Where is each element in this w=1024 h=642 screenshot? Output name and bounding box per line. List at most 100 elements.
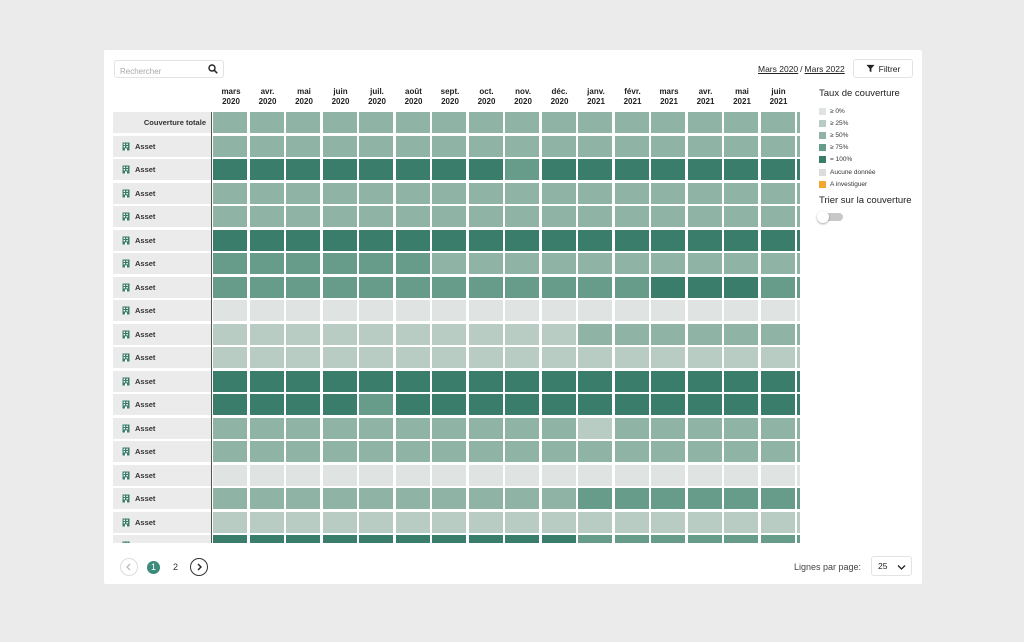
asset-label[interactable]: Asset — [113, 300, 211, 321]
coverage-cell[interactable] — [249, 394, 284, 415]
coverage-cell[interactable] — [468, 206, 503, 227]
coverage-cell[interactable] — [322, 206, 357, 227]
coverage-cell[interactable] — [541, 535, 576, 543]
coverage-cell[interactable] — [432, 206, 466, 227]
next-page-button[interactable] — [190, 558, 208, 576]
coverage-cell[interactable] — [541, 135, 576, 157]
coverage-cell[interactable] — [505, 535, 539, 543]
coverage-cell[interactable] — [578, 253, 612, 274]
coverage-cell[interactable] — [614, 135, 649, 157]
coverage-cell[interactable] — [432, 229, 466, 251]
coverage-cell[interactable] — [322, 135, 357, 157]
coverage-cell[interactable] — [213, 370, 247, 392]
coverage-cell[interactable] — [432, 464, 466, 486]
coverage-cell[interactable] — [614, 394, 649, 415]
coverage-cell[interactable] — [432, 394, 466, 415]
coverage-cell[interactable] — [541, 159, 576, 180]
coverage-cell[interactable] — [359, 511, 393, 533]
coverage-cell[interactable] — [286, 535, 320, 543]
coverage-cell[interactable] — [322, 182, 357, 204]
coverage-cell[interactable] — [213, 159, 247, 180]
search-icon[interactable] — [208, 64, 218, 74]
coverage-cell[interactable] — [687, 112, 722, 133]
coverage-cell[interactable] — [651, 417, 685, 439]
coverage-cell[interactable] — [505, 112, 539, 133]
coverage-cell[interactable] — [541, 347, 576, 368]
coverage-cell[interactable] — [505, 253, 539, 274]
coverage-cell[interactable] — [760, 112, 795, 133]
coverage-cell[interactable] — [286, 206, 320, 227]
coverage-cell[interactable] — [395, 206, 430, 227]
coverage-cell[interactable] — [505, 370, 539, 392]
coverage-cell[interactable] — [359, 441, 393, 462]
coverage-cell[interactable] — [249, 182, 284, 204]
coverage-cell[interactable] — [395, 276, 430, 298]
coverage-cell[interactable] — [724, 488, 758, 509]
coverage-cell[interactable] — [286, 464, 320, 486]
coverage-cell[interactable] — [505, 159, 539, 180]
coverage-cell[interactable] — [359, 276, 393, 298]
coverage-cell[interactable] — [322, 488, 357, 509]
coverage-cell[interactable] — [797, 112, 800, 133]
coverage-cell[interactable] — [213, 488, 247, 509]
coverage-cell[interactable] — [249, 417, 284, 439]
coverage-cell[interactable] — [432, 159, 466, 180]
coverage-cell[interactable] — [249, 370, 284, 392]
coverage-cell[interactable] — [687, 370, 722, 392]
rows-per-page-select[interactable]: 25 — [871, 556, 912, 576]
coverage-cell[interactable] — [578, 488, 612, 509]
coverage-cell[interactable] — [322, 441, 357, 462]
coverage-cell[interactable] — [797, 370, 800, 392]
coverage-cell[interactable] — [213, 182, 247, 204]
coverage-cell[interactable] — [614, 488, 649, 509]
coverage-cell[interactable] — [468, 394, 503, 415]
coverage-cell[interactable] — [578, 441, 612, 462]
coverage-cell[interactable] — [541, 370, 576, 392]
coverage-cell[interactable] — [249, 159, 284, 180]
coverage-cell[interactable] — [322, 323, 357, 345]
coverage-cell[interactable] — [614, 323, 649, 345]
coverage-cell[interactable] — [359, 112, 393, 133]
coverage-cell[interactable] — [687, 276, 722, 298]
coverage-cell[interactable] — [213, 206, 247, 227]
coverage-cell[interactable] — [724, 347, 758, 368]
coverage-cell[interactable] — [468, 417, 503, 439]
coverage-cell[interactable] — [760, 182, 795, 204]
coverage-cell[interactable] — [286, 159, 320, 180]
coverage-cell[interactable] — [797, 253, 800, 274]
coverage-cell[interactable] — [760, 206, 795, 227]
coverage-cell[interactable] — [505, 347, 539, 368]
coverage-cell[interactable] — [505, 488, 539, 509]
coverage-cell[interactable] — [797, 347, 800, 368]
coverage-cell[interactable] — [468, 135, 503, 157]
coverage-cell[interactable] — [322, 112, 357, 133]
coverage-cell[interactable] — [651, 300, 685, 321]
coverage-cell[interactable] — [541, 511, 576, 533]
coverage-cell[interactable] — [432, 300, 466, 321]
coverage-cell[interactable] — [286, 276, 320, 298]
coverage-cell[interactable] — [249, 535, 284, 543]
coverage-cell[interactable] — [578, 323, 612, 345]
coverage-cell[interactable] — [286, 441, 320, 462]
coverage-grid[interactable]: Couverture totale Asset Asset Asset Asset Ass… — [113, 112, 800, 543]
coverage-cell[interactable] — [578, 112, 612, 133]
coverage-cell[interactable] — [213, 347, 247, 368]
coverage-cell[interactable] — [468, 182, 503, 204]
coverage-cell[interactable] — [249, 276, 284, 298]
coverage-cell[interactable] — [541, 206, 576, 227]
coverage-cell[interactable] — [468, 464, 503, 486]
coverage-cell[interactable] — [578, 511, 612, 533]
coverage-cell[interactable] — [359, 417, 393, 439]
coverage-cell[interactable] — [614, 112, 649, 133]
coverage-cell[interactable] — [797, 300, 800, 321]
coverage-cell[interactable] — [359, 182, 393, 204]
coverage-cell[interactable] — [578, 535, 612, 543]
coverage-cell[interactable] — [322, 370, 357, 392]
coverage-cell[interactable] — [614, 276, 649, 298]
coverage-cell[interactable] — [395, 441, 430, 462]
coverage-cell[interactable] — [505, 511, 539, 533]
coverage-cell[interactable] — [541, 417, 576, 439]
coverage-cell[interactable] — [249, 112, 284, 133]
coverage-cell[interactable] — [760, 135, 795, 157]
coverage-cell[interactable] — [322, 417, 357, 439]
